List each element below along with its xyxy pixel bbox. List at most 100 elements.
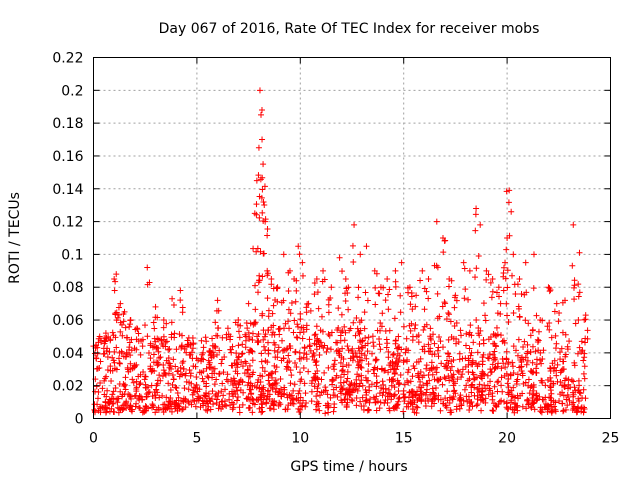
data-point [530,285,537,292]
data-point [234,394,241,401]
data-point [324,391,331,398]
data-point [404,356,411,363]
data-point [533,312,540,319]
data-point [360,403,367,410]
data-point [362,289,369,296]
data-point [207,347,214,354]
data-point [234,387,241,394]
data-point [297,316,304,323]
data-point [548,397,555,404]
data-point [227,336,234,343]
data-point [322,410,329,417]
data-point [210,365,217,372]
data-point [571,296,578,303]
data-point [397,371,404,378]
data-point [437,376,444,383]
data-point [337,374,344,381]
data-point [380,381,387,388]
data-point [261,343,268,350]
data-point [314,388,321,395]
data-point [316,351,323,358]
data-point [546,320,553,327]
data-point [411,325,418,332]
data-point [419,267,426,274]
data-point [472,274,479,281]
data-point [300,329,307,336]
data-point [560,408,567,415]
data-point [571,277,578,284]
data-point [448,277,455,284]
data-point [385,354,392,361]
data-point [400,359,407,366]
data-point [318,376,325,383]
data-point [169,372,176,379]
data-point [417,277,424,284]
data-point [425,341,432,348]
data-point [285,352,292,359]
data-point [383,344,390,351]
data-point [357,327,364,334]
data-point [347,381,354,388]
data-point [363,243,370,250]
data-point [529,326,536,333]
data-point [520,344,527,351]
data-point [180,358,187,365]
data-point [294,334,301,341]
data-point [473,317,480,324]
data-point [432,366,439,373]
data-point [177,397,184,404]
data-point [123,334,130,341]
data-point [429,371,436,378]
data-point [503,300,510,307]
data-point [239,341,246,348]
data-point [249,357,256,364]
data-point [529,395,536,402]
data-point [546,326,553,333]
data-point [545,403,552,410]
data-point [505,375,512,382]
data-point [440,400,447,407]
data-point [433,369,440,376]
data-point [448,363,455,370]
data-point [474,401,481,408]
data-point [571,359,578,366]
data-point [512,290,519,297]
data-point [366,399,373,406]
data-point [120,318,127,325]
data-point [386,327,393,334]
data-point [503,370,510,377]
data-point [264,388,271,395]
data-point [314,289,321,296]
data-point [560,366,567,373]
data-point [126,346,133,353]
data-point [296,369,303,376]
data-point [362,398,369,405]
y-tick-label: 0.2 [61,83,83,99]
data-point [152,303,159,310]
data-point [357,357,364,364]
data-point [196,386,203,393]
data-point [544,323,551,330]
data-point [409,406,416,413]
data-point [365,361,372,368]
data-point [291,360,298,367]
data-point [306,336,313,343]
data-point [240,389,247,396]
data-point [187,341,194,348]
data-point [229,399,236,406]
data-point [514,404,521,411]
data-point [273,385,280,392]
data-point [455,368,462,375]
data-point [210,353,217,360]
data-point [514,281,521,288]
data-point [362,386,369,393]
data-point [239,401,246,408]
data-point [261,201,268,208]
data-point [104,387,111,394]
data-point [130,379,137,386]
data-point [113,344,120,351]
data-point [376,336,383,343]
data-point [532,348,539,355]
data-point [417,355,424,362]
data-point [341,323,348,330]
